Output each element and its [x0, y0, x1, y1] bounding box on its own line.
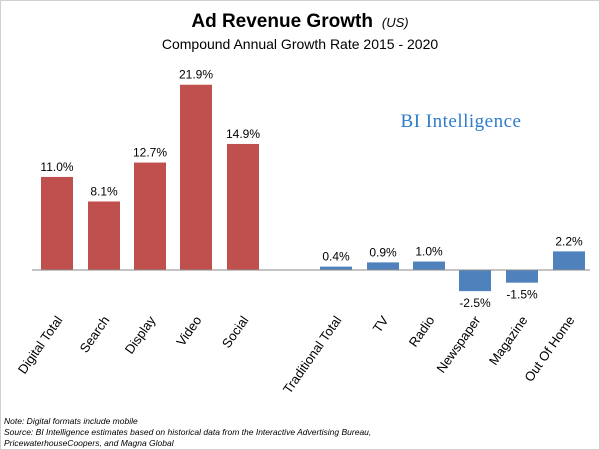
data-label-radio: 1.0% [415, 245, 443, 259]
bar-tv [367, 262, 399, 270]
data-label-newspaper: -2.5% [459, 296, 491, 310]
category-label-magazine: Magazine [486, 313, 531, 368]
source-line: Source: BI Intelligence estimates based … [4, 427, 372, 437]
bar-social [227, 143, 259, 270]
bar-traditional-total [320, 266, 352, 270]
category-label-video: Video [173, 313, 204, 349]
data-label-magazine: -1.5% [506, 288, 538, 302]
category-label-digital-total: Digital Total [15, 313, 66, 377]
category-label-search: Search [77, 313, 113, 355]
category-label-social: Social [219, 313, 252, 351]
category-label-radio: Radio [406, 313, 438, 349]
data-label-social: 14.9% [226, 127, 260, 141]
data-label-out-of-home: 2.2% [555, 234, 583, 248]
source-line-continued: PricewaterhouseCoopers, and Magna Global [4, 438, 174, 448]
data-label-display: 12.7% [133, 146, 167, 160]
bar-out-of-home [553, 251, 585, 270]
brand-logo-text: BI Intelligence [401, 111, 522, 132]
category-label-out-of-home: Out Of Home [521, 313, 577, 384]
category-label-display: Display [122, 313, 159, 357]
bar-display [134, 162, 166, 270]
bar-newspaper [459, 270, 491, 292]
data-label-digital-total: 11.0% [40, 160, 73, 174]
bar-search [88, 201, 120, 270]
data-label-video: 21.9% [179, 68, 213, 82]
category-label-tv: TV [370, 313, 392, 335]
category-label-newspaper: Newspaper [433, 313, 483, 376]
category-label-traditional-total: Traditional Total [280, 313, 345, 396]
bar-radio [413, 261, 445, 270]
data-label-tv: 0.9% [369, 245, 397, 259]
chart-title-unit: (US) [382, 15, 409, 30]
bar-digital-total [41, 176, 73, 270]
chart-notes: Note: Digital formats include mobile Sou… [4, 416, 371, 449]
chart-title-text: Ad Revenue Growth [191, 11, 373, 32]
bar-video [180, 84, 212, 270]
note-line: Note: Digital formats include mobile [4, 416, 138, 426]
data-label-search: 8.1% [90, 184, 118, 198]
chart-title: Ad Revenue Growth (US) [191, 11, 408, 32]
chart-subtitle: Compound Annual Growth Rate 2015 - 2020 [162, 36, 439, 52]
bar-magazine [506, 270, 538, 283]
data-label-traditional-total: 0.4% [322, 250, 350, 264]
